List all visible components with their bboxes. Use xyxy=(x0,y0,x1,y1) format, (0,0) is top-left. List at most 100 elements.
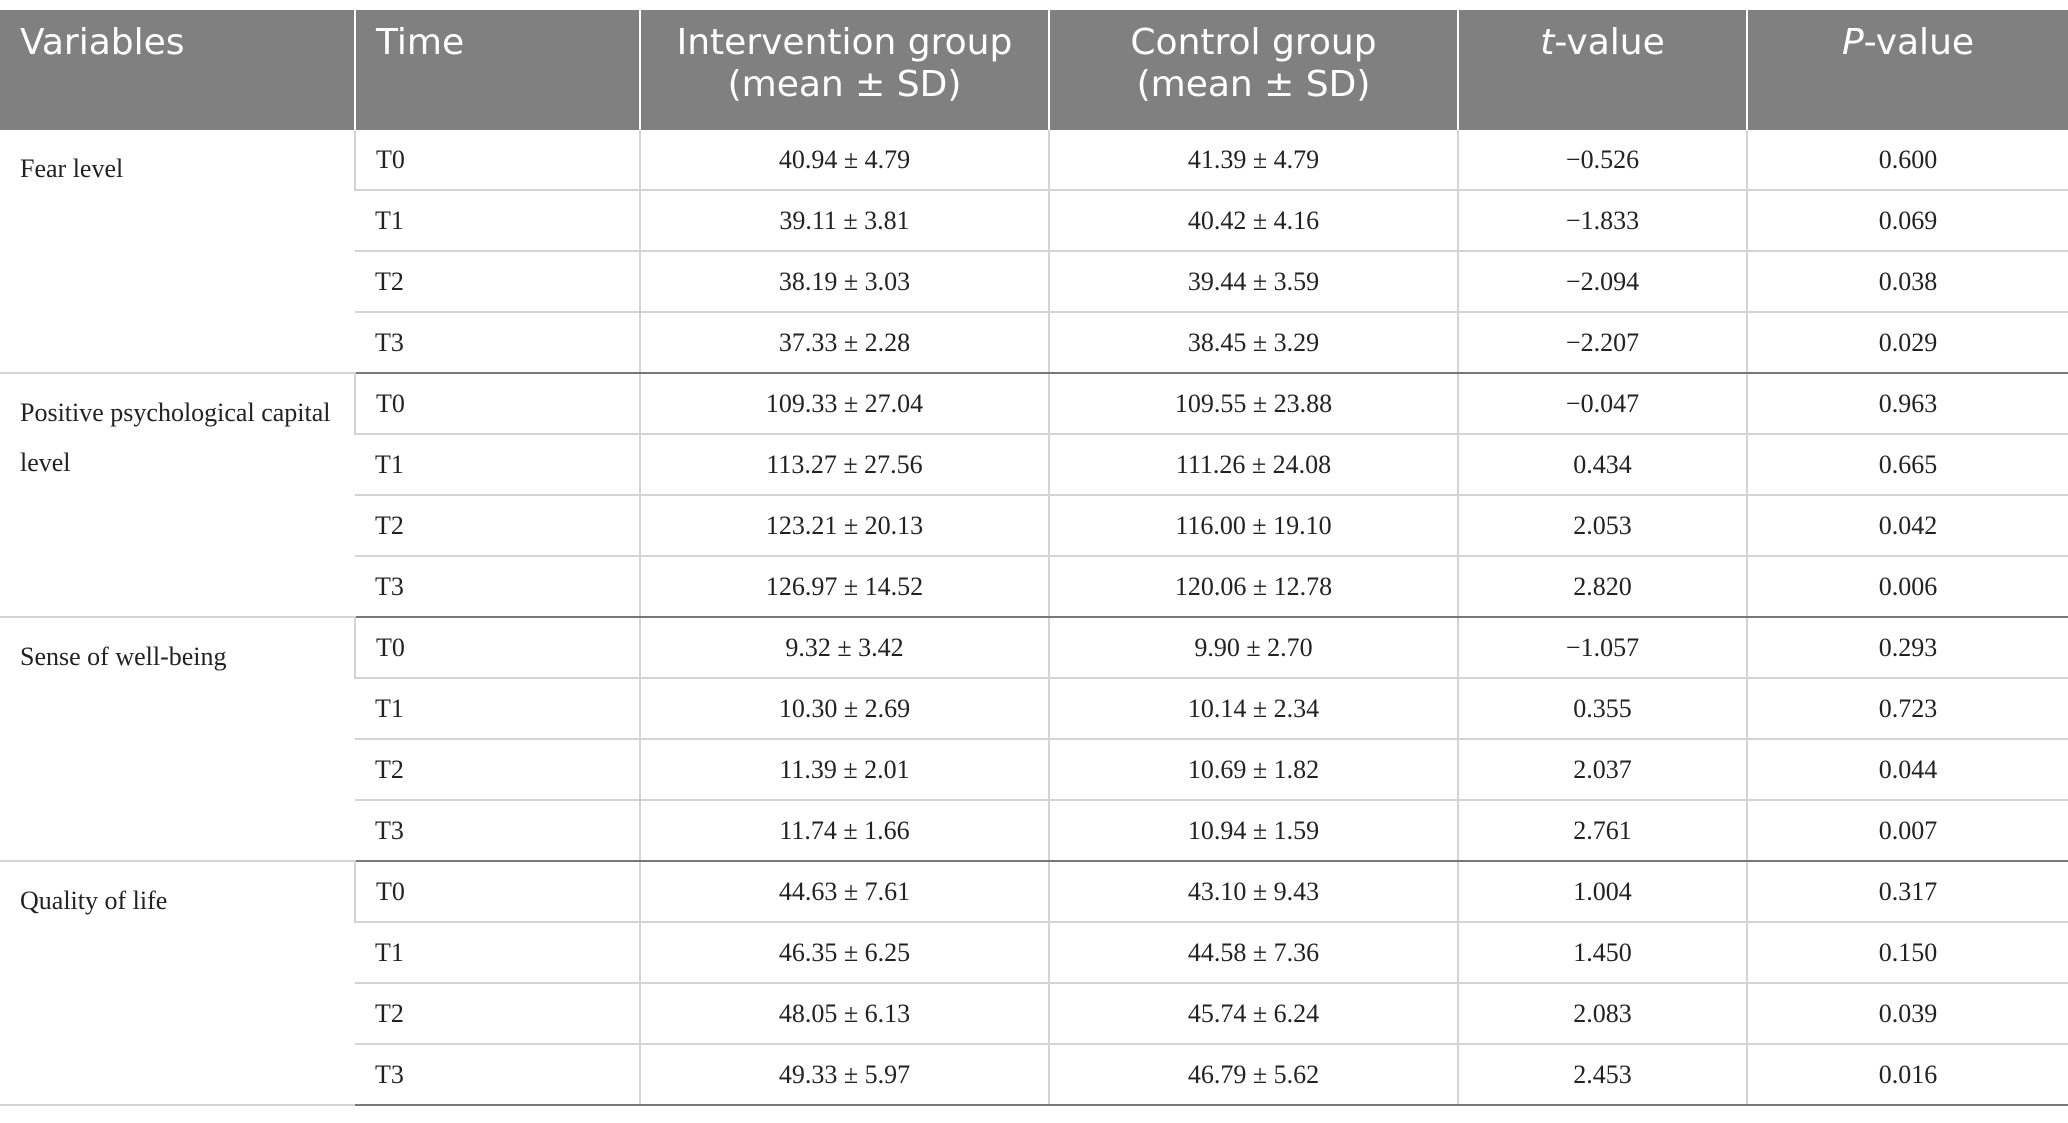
table-row: T3 126.97 ± 14.52 120.06 ± 12.78 2.820 0.006 xyxy=(0,556,2068,618)
control-cell: 116.00 ± 19.10 xyxy=(1048,495,1458,557)
time-cell: T1 xyxy=(355,678,640,740)
time-cell: T2 xyxy=(355,251,640,313)
results-table: Variables Time Intervention group (mean … xyxy=(0,10,2068,1106)
time-cell: T3 xyxy=(355,556,640,618)
t-value-cell: 1.004 xyxy=(1457,861,1747,923)
control-cell: 44.58 ± 7.36 xyxy=(1048,922,1458,984)
t-value-cell: −0.047 xyxy=(1457,373,1747,435)
p-value-cell: 0.317 xyxy=(1746,861,2068,923)
intervention-cell: 9.32 ± 3.42 xyxy=(639,617,1049,679)
time-cell: T0 xyxy=(354,130,640,191)
table-row: Fear level T0 40.94 ± 4.79 41.39 ± 4.79 −0.5… xyxy=(0,130,2068,374)
header-control-line1: Control group xyxy=(1130,22,1377,63)
t-value-cell: 2.761 xyxy=(1457,800,1747,862)
p-value-cell: 0.293 xyxy=(1746,617,2068,679)
time-cell: T2 xyxy=(355,495,640,557)
t-value-cell: −1.833 xyxy=(1457,190,1747,252)
header-variables: Variables xyxy=(0,10,355,130)
header-row: Variables Time Intervention group (mean … xyxy=(0,10,2068,130)
time-cell: T3 xyxy=(355,800,640,862)
time-cell: T1 xyxy=(355,922,640,984)
t-value-cell: 2.453 xyxy=(1457,1044,1747,1106)
intervention-cell: 38.19 ± 3.03 xyxy=(639,251,1049,313)
variable-cell: Positive psychological capital level xyxy=(0,373,355,618)
time-cell: T0 xyxy=(354,617,640,679)
header-control-group: Control group (mean ± SD) xyxy=(1048,10,1458,130)
p-value-cell: 0.029 xyxy=(1746,312,2068,374)
table-row: T3 49.33 ± 5.97 46.79 ± 5.62 2.453 0.016 xyxy=(0,1044,2068,1106)
t-value-cell: 0.355 xyxy=(1457,678,1747,740)
t-value-cell: −0.526 xyxy=(1457,130,1747,191)
table-body: Fear level T0 40.94 ± 4.79 41.39 ± 4.79 −0.5… xyxy=(0,130,2068,1106)
control-cell: 38.45 ± 3.29 xyxy=(1048,312,1458,374)
header-p-suffix: -value xyxy=(1863,22,1975,63)
header-p-value: P-value xyxy=(1746,10,2068,130)
time-cell: T0 xyxy=(354,861,640,923)
intervention-cell: 40.94 ± 4.79 xyxy=(639,130,1049,191)
control-cell: 9.90 ± 2.70 xyxy=(1048,617,1458,679)
t-value-cell: 2.053 xyxy=(1457,495,1747,557)
table-row: Quality of life T0 44.63 ± 7.61 43.10 ± 9.4… xyxy=(0,861,2068,1106)
control-cell: 10.94 ± 1.59 xyxy=(1048,800,1458,862)
intervention-cell: 37.33 ± 2.28 xyxy=(639,312,1049,374)
control-cell: 111.26 ± 24.08 xyxy=(1048,434,1458,496)
time-cell: T0 xyxy=(354,373,640,435)
time-cell: T2 xyxy=(355,983,640,1045)
p-value-cell: 0.600 xyxy=(1746,130,2068,191)
t-value-cell: 2.083 xyxy=(1457,983,1747,1045)
p-value-cell: 0.665 xyxy=(1746,434,2068,496)
table-row: T2 48.05 ± 6.13 45.74 ± 6.24 2.083 0.039 xyxy=(0,983,2068,1045)
intervention-cell: 11.74 ± 1.66 xyxy=(639,800,1049,862)
t-value-cell: 2.037 xyxy=(1457,739,1747,801)
table-row: Sense of well-being T0 9.32 ± 3.42 9.90 ± 2… xyxy=(0,617,2068,862)
time-cell: T2 xyxy=(355,739,640,801)
table-row: Positive psychological capital level T0 10… xyxy=(0,373,2068,618)
t-value-cell: −1.057 xyxy=(1457,617,1747,679)
header-control-line2: (mean ± SD) xyxy=(1136,64,1371,105)
variable-cell: Fear level xyxy=(0,130,355,374)
p-value-cell: 0.723 xyxy=(1746,678,2068,740)
variable-cell: Quality of life xyxy=(0,861,355,1106)
intervention-cell: 11.39 ± 2.01 xyxy=(639,739,1049,801)
intervention-cell: 48.05 ± 6.13 xyxy=(639,983,1049,1045)
p-value-cell: 0.150 xyxy=(1746,922,2068,984)
time-cell: T1 xyxy=(355,434,640,496)
p-value-cell: 0.038 xyxy=(1746,251,2068,313)
intervention-cell: 10.30 ± 2.69 xyxy=(639,678,1049,740)
intervention-cell: 39.11 ± 3.81 xyxy=(639,190,1049,252)
intervention-cell: 44.63 ± 7.61 xyxy=(639,861,1049,923)
control-cell: 41.39 ± 4.79 xyxy=(1048,130,1458,191)
t-value-cell: 1.450 xyxy=(1457,922,1747,984)
control-cell: 46.79 ± 5.62 xyxy=(1048,1044,1458,1106)
time-cell: T1 xyxy=(355,190,640,252)
p-value-cell: 0.044 xyxy=(1746,739,2068,801)
p-value-cell: 0.069 xyxy=(1746,190,2068,252)
header-time: Time xyxy=(354,10,640,130)
control-cell: 10.69 ± 1.82 xyxy=(1048,739,1458,801)
header-t-suffix: -value xyxy=(1554,22,1665,63)
intervention-cell: 49.33 ± 5.97 xyxy=(639,1044,1049,1106)
p-value-cell: 0.963 xyxy=(1746,373,2068,435)
control-cell: 45.74 ± 6.24 xyxy=(1048,983,1458,1045)
variable-cell: Sense of well-being xyxy=(0,617,355,862)
p-value-cell: 0.016 xyxy=(1746,1044,2068,1106)
t-value-cell: 2.820 xyxy=(1457,556,1747,618)
header-t-value: t-value xyxy=(1457,10,1747,130)
header-intervention-group: Intervention group (mean ± SD) xyxy=(639,10,1049,130)
t-value-cell: −2.207 xyxy=(1457,312,1747,374)
table-row: T3 37.33 ± 2.28 38.45 ± 3.29 −2.207 0.029 xyxy=(0,312,2068,374)
header-t-symbol: t xyxy=(1540,22,1555,63)
control-cell: 43.10 ± 9.43 xyxy=(1048,861,1458,923)
p-value-cell: 0.006 xyxy=(1746,556,2068,618)
table-row: T1 10.30 ± 2.69 10.14 ± 2.34 0.355 0.723 xyxy=(0,678,2068,740)
time-cell: T3 xyxy=(355,1044,640,1106)
table-row: T1 39.11 ± 3.81 40.42 ± 4.16 −1.833 0.069 xyxy=(0,190,2068,252)
intervention-cell: 109.33 ± 27.04 xyxy=(639,373,1049,435)
control-cell: 40.42 ± 4.16 xyxy=(1048,190,1458,252)
table-row: T1 113.27 ± 27.56 111.26 ± 24.08 0.434 0.665 xyxy=(0,434,2068,496)
table-row: T2 11.39 ± 2.01 10.69 ± 1.82 2.037 0.044 xyxy=(0,739,2068,801)
p-value-cell: 0.007 xyxy=(1746,800,2068,862)
control-cell: 10.14 ± 2.34 xyxy=(1048,678,1458,740)
control-cell: 39.44 ± 3.59 xyxy=(1048,251,1458,313)
header-p-symbol: P xyxy=(1841,22,1864,63)
